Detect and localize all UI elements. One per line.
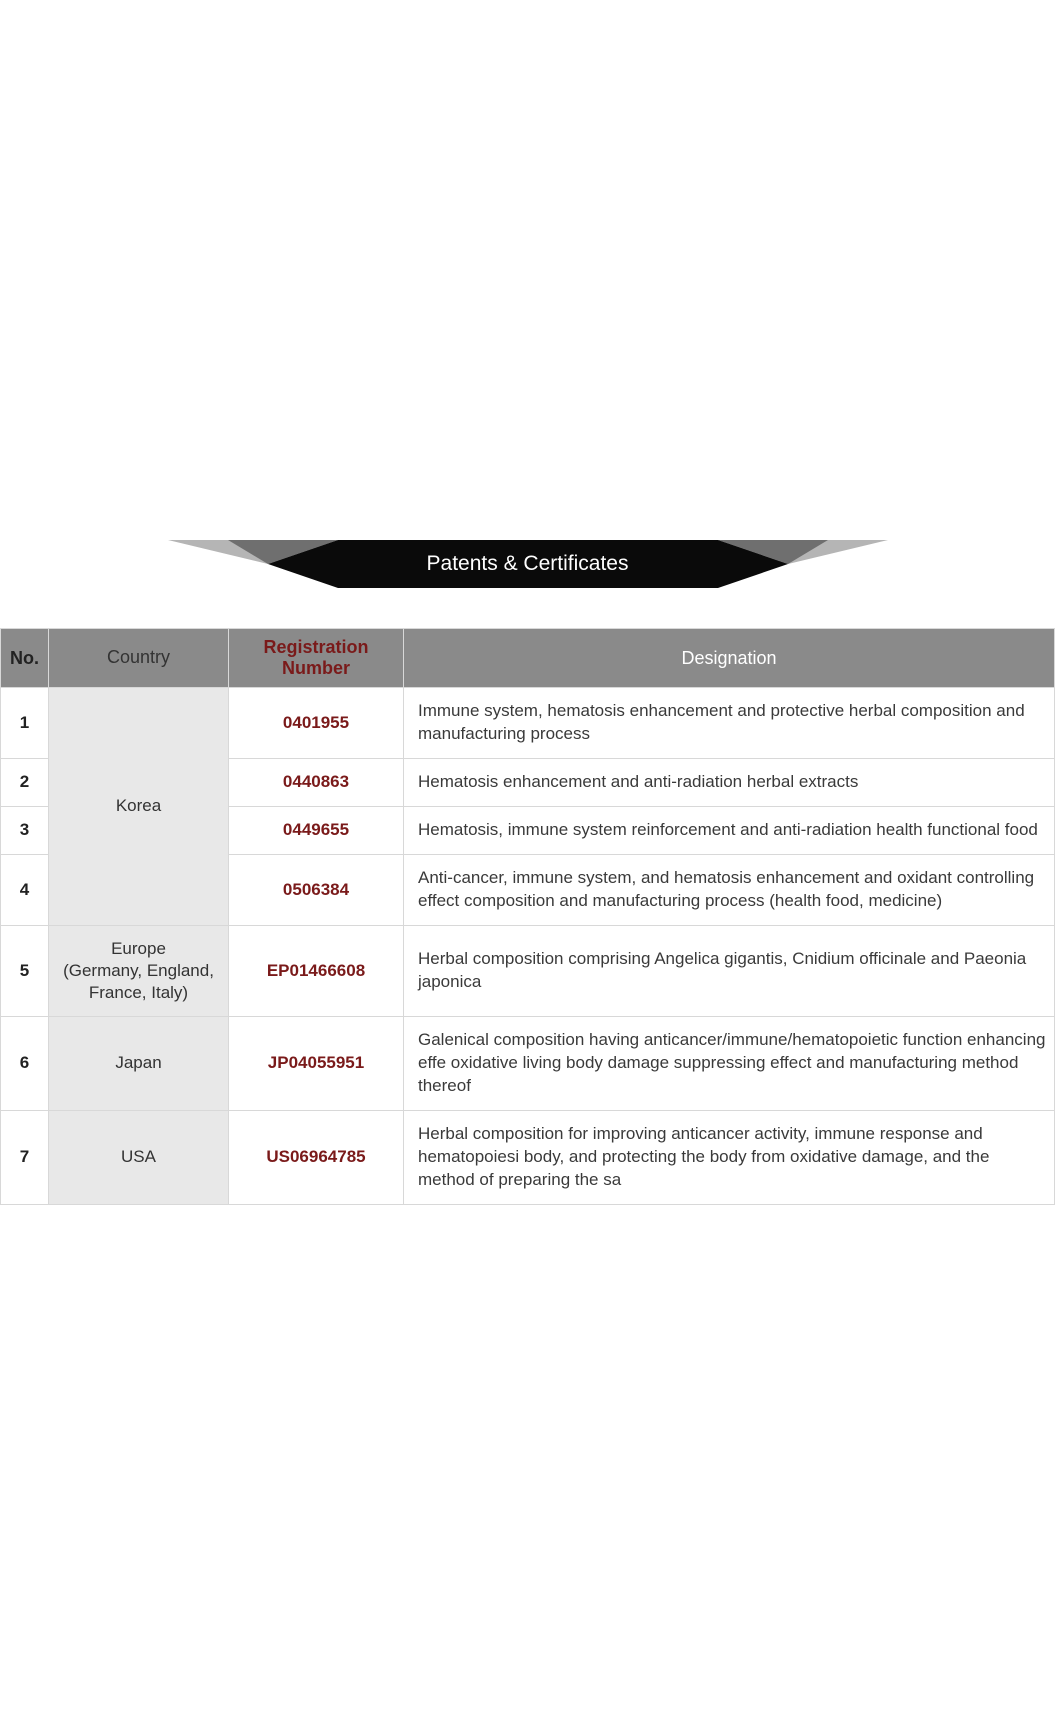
cell-no: 5 [1,925,49,1016]
cell-designation: Hematosis, immune system reinforcement a… [404,806,1055,854]
cell-designation: Immune system, hematosis enhancement and… [404,688,1055,759]
table-row: 6JapanJP04055951Galenical composition ha… [1,1016,1055,1110]
cell-designation: Herbal composition for improving antican… [404,1110,1055,1204]
title-banner: Patents & Certificates [168,540,888,588]
cell-designation: Hematosis enhancement and anti-radiation… [404,758,1055,806]
cell-no: 3 [1,806,49,854]
header-reg: Registration Number [229,629,404,688]
table-row: 5Europe(Germany, England,France, Italy)E… [1,925,1055,1016]
cell-no: 7 [1,1110,49,1204]
cell-no: 6 [1,1016,49,1110]
cell-country: USA [49,1110,229,1204]
table-row: 1Korea0401955Immune system, hematosis en… [1,688,1055,759]
cell-country: Europe(Germany, England,France, Italy) [49,925,229,1016]
cell-reg: 0449655 [229,806,404,854]
cell-country: Japan [49,1016,229,1110]
table-header-row: No. Country Registration Number Designat… [1,629,1055,688]
cell-reg: US06964785 [229,1110,404,1204]
cell-reg: 0440863 [229,758,404,806]
cell-no: 4 [1,854,49,925]
cell-reg: JP04055951 [229,1016,404,1110]
cell-no: 1 [1,688,49,759]
cell-no: 2 [1,758,49,806]
cell-designation: Herbal composition comprising Angelica g… [404,925,1055,1016]
table-row: 7USAUS06964785Herbal composition for imp… [1,1110,1055,1204]
cell-country: Korea [49,688,229,926]
cell-reg: EP01466608 [229,925,404,1016]
cell-reg: 0401955 [229,688,404,759]
cell-designation: Anti-cancer, immune system, and hematosi… [404,854,1055,925]
cell-designation: Galenical composition having anticancer/… [404,1016,1055,1110]
header-no: No. [1,629,49,688]
header-country: Country [49,629,229,688]
cell-reg: 0506384 [229,854,404,925]
patents-table: No. Country Registration Number Designat… [0,628,1055,1205]
page-title: Patents & Certificates [427,552,629,576]
header-desig: Designation [404,629,1055,688]
